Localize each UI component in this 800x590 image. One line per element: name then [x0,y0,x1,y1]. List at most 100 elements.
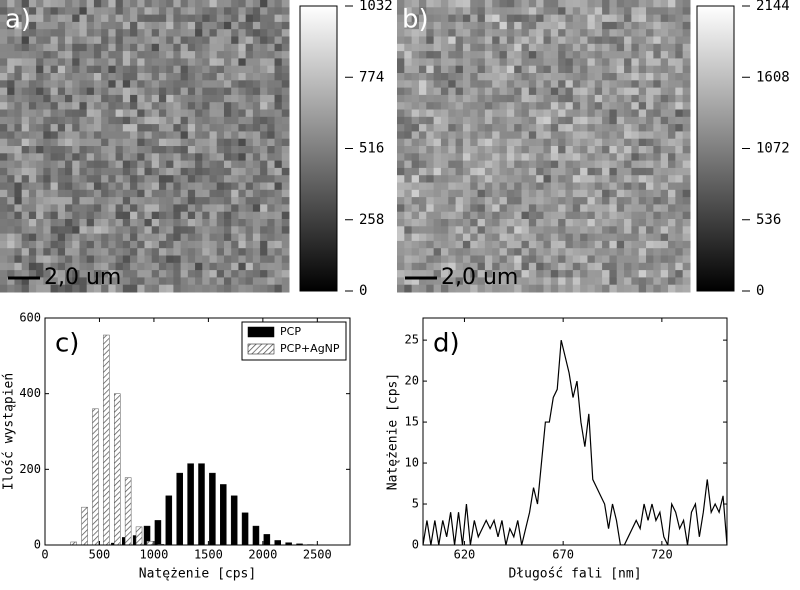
image-pixel [616,36,625,45]
image-pixel [238,36,247,45]
image-pixel [499,73,508,81]
image-pixel [79,146,88,154]
image-pixel [274,29,283,37]
image-pixel [72,197,80,205]
image-pixel [433,116,442,125]
image-pixel [65,109,73,118]
image-pixel [404,138,413,147]
image-pixel [440,182,449,191]
image-pixel [202,255,211,264]
image-pixel [462,14,471,23]
image-pixel [631,262,640,271]
image-pixel [238,262,247,271]
image-pixel [587,284,596,293]
image-pixel [57,226,66,235]
image-pixel [151,182,160,191]
image-pixel [477,146,486,154]
image-pixel [144,204,153,213]
image-pixel [0,73,8,81]
image-pixel [245,284,254,293]
image-pixel [624,167,632,176]
image-pixel [411,21,420,30]
panel-label: c) [55,329,79,359]
image-pixel [660,226,669,235]
image-pixel [231,270,239,278]
image-pixel [50,29,59,37]
image-pixel [180,116,189,125]
image-pixel [572,94,581,103]
image-pixel [57,270,66,278]
image-pixel [267,7,276,16]
image-pixel [180,51,189,59]
image-pixel [448,146,457,154]
image-pixel [245,277,254,286]
image-pixel [173,87,182,96]
image-pixel [638,43,647,52]
image-pixel [166,21,174,30]
image-pixel [115,248,124,256]
image-pixel [195,262,203,271]
bar [198,463,205,545]
image-pixel [602,197,610,205]
image-pixel [187,36,196,45]
image-pixel [411,167,420,176]
image-pixel [216,7,225,16]
image-pixel [137,248,145,256]
image-pixel [93,87,102,96]
image-pixel [462,189,471,198]
image-pixel [580,175,588,183]
image-pixel [173,43,182,52]
image-pixel [21,219,30,227]
image-pixel [448,167,457,176]
y-axis-label: Ilość wystąpień [2,373,17,490]
image-pixel [594,211,603,220]
image-pixel [252,255,261,264]
image-pixel [565,58,574,67]
image-pixel [28,58,37,67]
image-pixel [65,233,73,242]
image-pixel [101,175,109,183]
image-pixel [426,204,435,213]
image-pixel [151,189,160,198]
image-pixel [252,226,261,235]
image-pixel [108,153,117,162]
image-pixel [404,109,413,118]
image-pixel [550,14,559,23]
image-pixel [202,0,211,8]
image-pixel [492,226,501,235]
image-pixel [440,189,449,198]
image-pixel [675,284,684,293]
image-pixel [144,43,153,52]
image-pixel [528,124,537,132]
image-pixel [101,7,109,16]
image-pixel [252,219,261,227]
image-pixel [151,153,160,162]
image-pixel [397,14,405,23]
image-pixel [86,146,95,154]
image-pixel [50,43,59,52]
image-pixel [209,233,218,242]
image-pixel [668,226,676,235]
image-pixel [180,160,189,169]
image-pixel [252,29,261,37]
image-pixel [580,240,588,249]
image-pixel [653,270,662,278]
image-pixel [252,189,261,198]
image-pixel [21,284,30,293]
image-pixel [558,21,566,30]
image-pixel [130,248,138,256]
image-pixel [646,160,654,169]
image-pixel [646,255,654,264]
image-pixel [558,124,566,132]
image-pixel [433,219,442,227]
image-pixel [173,219,182,227]
image-pixel [594,102,603,110]
image-pixel [93,160,102,169]
image-pixel [93,153,102,162]
image-pixel [187,131,196,140]
image-pixel [209,14,218,23]
image-pixel [462,109,471,118]
image-pixel [267,270,276,278]
image-pixel [79,277,88,286]
image-pixel [565,146,574,154]
